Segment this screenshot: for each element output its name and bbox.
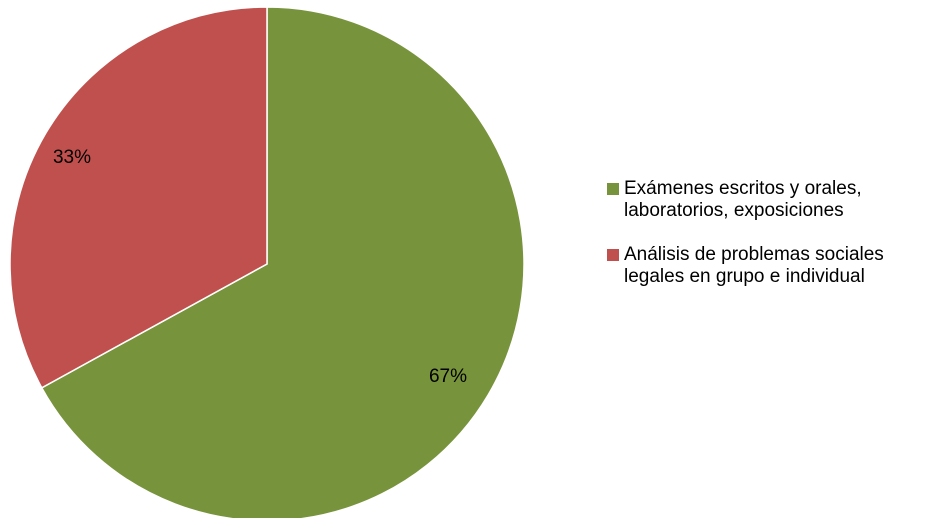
pie-slice-0: [40, 6, 525, 518]
legend-swatch-examenes: [607, 183, 619, 195]
data-label-1: 33%: [53, 147, 91, 168]
legend-item-analisis: Análisis de problemas sociales legales e…: [607, 244, 917, 288]
data-label-0: 67%: [429, 366, 467, 387]
legend-item-examenes: Exámenes escritos y orales, laboratorios…: [607, 178, 917, 222]
legend-label-examenes: Exámenes escritos y orales, laboratorios…: [624, 178, 862, 221]
legend-swatch-analisis: [607, 249, 619, 261]
legend-label-analisis: Análisis de problemas sociales legales e…: [624, 244, 884, 287]
pie-slice-1: [9, 6, 268, 389]
legend: Exámenes escritos y orales, laboratorios…: [607, 178, 917, 310]
